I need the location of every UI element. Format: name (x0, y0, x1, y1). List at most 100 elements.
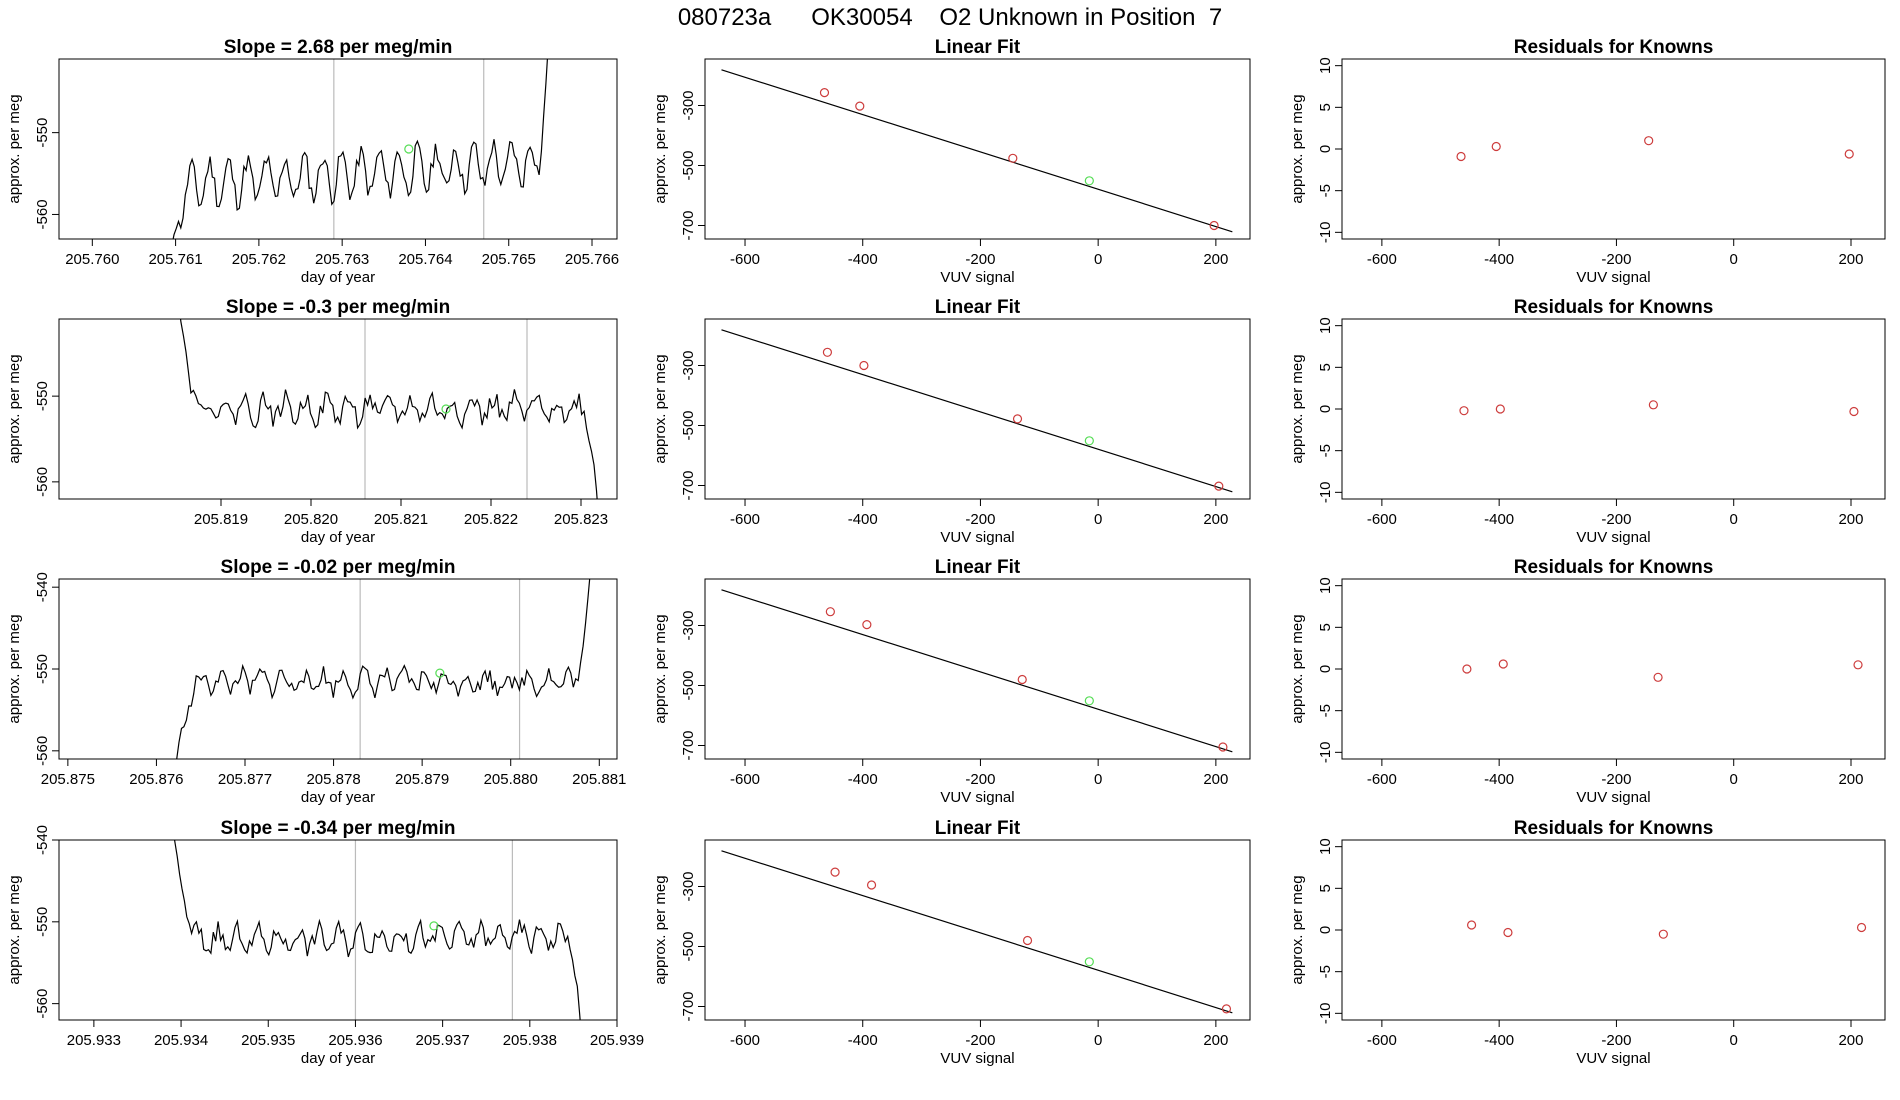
time-series-2-xtick-label: 205.823 (554, 511, 608, 528)
residuals-3-ytick-label: 5 (1317, 623, 1334, 631)
residuals-1-xtick-label: -200 (1601, 251, 1631, 268)
time-series-4-ylabel: approx. per meg (6, 875, 23, 984)
linear-fit-1-plot-area (721, 69, 1233, 233)
time-series-1-ylabel: approx. per meg (6, 94, 23, 203)
linear-fit-3-panel: Linear Fit -600 -400 -200 0 200 VUV signal -700… (652, 557, 1251, 806)
residuals-4-residual-point (1658, 929, 1668, 939)
residuals-1-title: Residuals for Knowns (1514, 37, 1714, 58)
linear-fit-2-frame (704, 318, 1251, 500)
residuals-4-plot-area (1466, 920, 1867, 939)
time-series-1-ytick-label: -550 (34, 118, 51, 148)
time-series-3-title: Slope = -0.02 per meg/min (221, 557, 456, 578)
linear-fit-2-xtick-label: -200 (965, 511, 995, 528)
residuals-2-ytick-label: 10 (1317, 317, 1334, 334)
linear-fit-1-xtick-label: -600 (730, 251, 760, 268)
time-series-3-xtick-label: 205.880 (484, 771, 538, 788)
linear-fit-2-known-point (1012, 414, 1023, 424)
residuals-4-xtick-label: -200 (1601, 1032, 1631, 1049)
linear-fit-2-unknown-point (1084, 436, 1094, 446)
time-series-4-unknown-point (429, 921, 439, 931)
residuals-2-ytick-label: 0 (1317, 405, 1334, 413)
residuals-3-xtick-label: 200 (1838, 771, 1863, 788)
residuals-4-frame (1341, 839, 1886, 1021)
time-series-1-plot-area (172, 59, 549, 239)
linear-fit-1-unknown-point (1084, 176, 1094, 186)
linear-fit-4-plot-area (721, 850, 1233, 1014)
time-series-1-xtick-label: 205.760 (65, 251, 119, 268)
time-series-1-unknown-point (404, 144, 414, 154)
linear-fit-2-known-point (859, 360, 869, 371)
time-series-4-plot-area (173, 840, 581, 1020)
time-series-3-plot-area (176, 579, 591, 759)
linear-fit-3-ytick-label: -300 (680, 610, 697, 640)
residuals-3-frame (1341, 578, 1886, 760)
time-series-1-panel: Slope = 2.68 per meg/min 205.760 205.761 20… (6, 37, 619, 286)
residuals-3-ytick-label: -10 (1317, 741, 1334, 763)
residuals-4-xtick-label: 200 (1838, 1032, 1863, 1049)
time-series-2-ytick-label: -550 (34, 381, 51, 411)
linear-fit-4-title: Linear Fit (935, 818, 1021, 839)
linear-fit-1-xtick-label: -400 (848, 251, 878, 268)
residuals-2-frame (1341, 318, 1886, 500)
linear-fit-4-xtick-label: 200 (1203, 1032, 1228, 1049)
residuals-4-xtick-label: 0 (1730, 1032, 1738, 1049)
linear-fit-4-ylabel: approx. per meg (652, 875, 669, 984)
linear-fit-2-title: Linear Fit (935, 297, 1021, 318)
linear-fit-1-title: Linear Fit (935, 37, 1021, 58)
time-series-3-xtick-label: 205.876 (129, 771, 183, 788)
residuals-1-panel: Residuals for Knowns -600 -400 -200 0 200 VUV … (1289, 37, 1886, 286)
time-series-3-xtick-label: 205.875 (41, 771, 95, 788)
time-series-4-panel: Slope = -0.34 per meg/min 205.933 205.934 2… (6, 818, 644, 1067)
linear-fit-3-plot-area (721, 589, 1233, 753)
time-series-3-ytick-label: -540 (34, 572, 51, 602)
time-series-3-xtick-label: 205.881 (572, 771, 626, 788)
residuals-2-xtick-label: -400 (1484, 511, 1514, 528)
residuals-2-ytick-label: -5 (1317, 444, 1334, 457)
linear-fit-3-known-point (862, 619, 872, 630)
residuals-3-title: Residuals for Knowns (1514, 557, 1714, 578)
time-series-3-xtick-label: 205.879 (395, 771, 449, 788)
linear-fit-3-xtick-label: -200 (965, 771, 995, 788)
residuals-2-xtick-label: 0 (1730, 511, 1738, 528)
residuals-4-ytick-label: 10 (1317, 838, 1334, 855)
linear-fit-4-xtick-label: -400 (848, 1032, 878, 1049)
residuals-3-residual-point (1462, 664, 1472, 674)
residuals-3-plot-area (1462, 659, 1863, 682)
time-series-4-ytick-label: -540 (34, 825, 51, 855)
time-series-3-ylabel: approx. per meg (6, 614, 23, 723)
residuals-2-ytick-label: -10 (1317, 481, 1334, 503)
residuals-2-residual-point (1849, 406, 1859, 417)
residuals-3-panel: Residuals for Knowns -600 -400 -200 0 200 VUV … (1289, 557, 1886, 806)
time-series-2-series-line (179, 319, 598, 499)
time-series-2-xtick-label: 205.821 (374, 511, 428, 528)
residuals-2-residual-point (1648, 400, 1658, 410)
time-series-1-xtick-label: 205.761 (148, 251, 202, 268)
linear-fit-2-ylabel: approx. per meg (652, 354, 669, 463)
residuals-4-ytick-label: -10 (1317, 1002, 1334, 1024)
residuals-4-ytick-label: 5 (1317, 884, 1334, 892)
residuals-3-xtick-label: -200 (1601, 771, 1631, 788)
time-series-3-frame (58, 578, 618, 760)
residuals-3-ylabel: approx. per meg (1289, 614, 1306, 723)
residuals-4-residual-point (1466, 920, 1477, 930)
linear-fit-2-ytick-label: -500 (680, 410, 697, 440)
residuals-1-residual-point (1844, 149, 1854, 159)
residuals-1-plot-area (1456, 136, 1854, 162)
time-series-3-xtick-label: 205.877 (218, 771, 272, 788)
linear-fit-3-xtick-label: 200 (1203, 771, 1228, 788)
residuals-1-ytick-label: -10 (1317, 221, 1334, 243)
linear-fit-4-known-point (1221, 1004, 1232, 1014)
residuals-2-xtick-label: 200 (1838, 511, 1863, 528)
linear-fit-4-panel: Linear Fit -600 -400 -200 0 200 VUV signal -700… (652, 818, 1251, 1067)
residuals-3-residual-point (1498, 659, 1508, 669)
residuals-2-panel: Residuals for Knowns -600 -400 -200 0 200 VUV … (1289, 297, 1886, 546)
time-series-4-xtick-label: 205.936 (328, 1032, 382, 1049)
linear-fit-3-xtick-label: -600 (730, 771, 760, 788)
figure-title: 080723a OK30054 O2 Unknown in Position 7 (677, 4, 1223, 31)
linear-fit-4-known-point (1022, 935, 1033, 946)
time-series-2-xtick-label: 205.819 (194, 511, 248, 528)
residuals-1-ylabel: approx. per meg (1289, 94, 1306, 203)
residuals-1-xlabel: VUV signal (1576, 269, 1650, 286)
linear-fit-1-xtick-label: 0 (1094, 251, 1102, 268)
